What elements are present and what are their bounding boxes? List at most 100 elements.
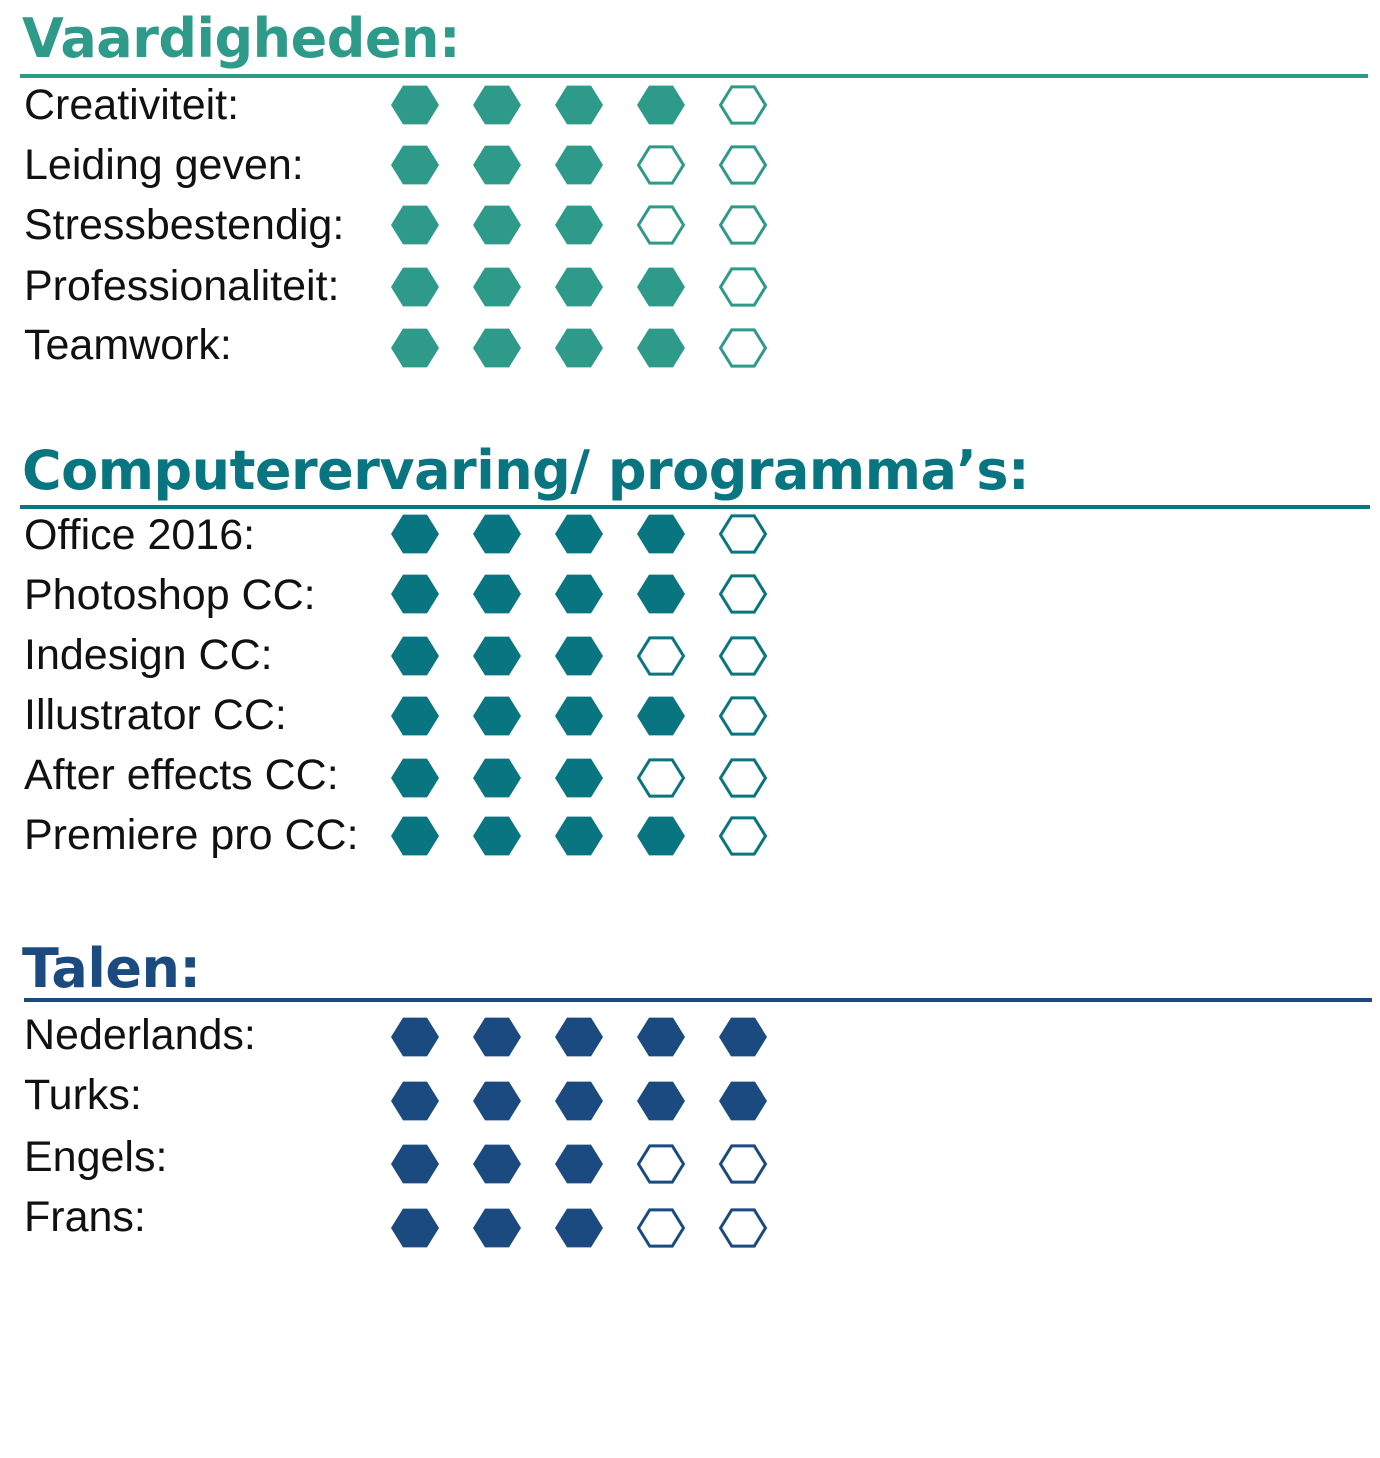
- skill-row: Engels:: [0, 1130, 1380, 1190]
- rating-hexagon-empty: [718, 85, 768, 125]
- skill-label: Teamwork:: [24, 321, 232, 369]
- rating-hexagon-filled: [555, 205, 603, 245]
- rating-hexagon-filled: [719, 1017, 767, 1057]
- rating-hexagon-filled: [555, 145, 603, 185]
- rating-hexagon-filled: [391, 1081, 439, 1121]
- rating-hexagon-filled: [555, 328, 603, 368]
- rating-hexagon-filled: [555, 1017, 603, 1057]
- rating-hexagon-empty: [718, 267, 768, 307]
- rating-hexagon-filled: [473, 1017, 521, 1057]
- rating-hexagons: [388, 81, 788, 135]
- rating-svg: [391, 696, 768, 736]
- rating-hexagon-filled: [391, 758, 439, 798]
- rating-hexagon-filled: [391, 574, 439, 614]
- skill-label: Office 2016:: [24, 511, 256, 559]
- skill-label: Indesign CC:: [24, 631, 273, 679]
- rating-hexagons: [388, 324, 788, 378]
- rating-hexagon-empty: [718, 145, 768, 185]
- rating-hexagon-filled: [555, 574, 603, 614]
- skill-row: Turks:: [0, 1068, 1380, 1128]
- rating-hexagon-empty: [718, 816, 768, 856]
- rating-hexagon-empty: [636, 205, 686, 245]
- rating-hexagon-filled: [637, 85, 685, 125]
- rating-hexagon-filled: [637, 696, 685, 736]
- section-divider: [20, 74, 1368, 78]
- rating-hexagon-empty: [636, 1208, 686, 1248]
- rating-hexagon-filled: [473, 205, 521, 245]
- skill-label: Premiere pro CC:: [24, 811, 359, 859]
- skill-row: Office 2016:: [0, 508, 1380, 568]
- rating-hexagons: [388, 812, 788, 866]
- rating-hexagon-filled: [555, 758, 603, 798]
- rating-hexagon-filled: [473, 816, 521, 856]
- rating-hexagon-filled: [555, 267, 603, 307]
- rating-svg: [391, 267, 768, 307]
- rating-hexagon-filled: [473, 636, 521, 676]
- rating-hexagons: [388, 201, 788, 255]
- rating-hexagon-filled: [637, 328, 685, 368]
- section-divider: [20, 505, 1370, 509]
- rating-hexagon-filled: [391, 816, 439, 856]
- rating-hexagon-filled: [555, 1208, 603, 1248]
- section-divider: [24, 998, 1372, 1002]
- rating-svg: [391, 1208, 768, 1248]
- rating-hexagon-filled: [391, 1144, 439, 1184]
- skill-label: After effects CC:: [24, 751, 339, 799]
- rating-hexagons: [388, 632, 788, 686]
- skill-row: Illustrator CC:: [0, 688, 1380, 748]
- skill-row: Teamwork:: [0, 318, 1380, 378]
- rating-hexagon-filled: [473, 85, 521, 125]
- rating-hexagon-filled: [473, 145, 521, 185]
- rating-hexagon-empty: [718, 205, 768, 245]
- rating-hexagon-filled: [391, 696, 439, 736]
- rating-hexagons: [388, 570, 788, 624]
- rating-svg: [391, 514, 768, 554]
- rating-hexagons: [388, 1077, 788, 1131]
- rating-hexagons: [388, 263, 788, 317]
- rating-hexagons: [388, 754, 788, 808]
- rating-hexagon-filled: [391, 328, 439, 368]
- rating-hexagon-empty: [718, 574, 768, 614]
- rating-svg: [391, 85, 768, 125]
- rating-hexagon-filled: [473, 758, 521, 798]
- section-title: Vaardigheden:: [22, 7, 461, 70]
- rating-hexagon-empty: [718, 1208, 768, 1248]
- rating-hexagon-filled: [473, 696, 521, 736]
- skill-row: Leiding geven:: [0, 138, 1380, 198]
- skill-row: Nederlands:: [0, 1008, 1380, 1068]
- section-title: Computerervaring/ programma’s:: [22, 439, 1030, 502]
- rating-hexagon-filled: [637, 267, 685, 307]
- rating-hexagon-filled: [719, 1081, 767, 1121]
- rating-hexagons: [388, 141, 788, 195]
- rating-hexagon-empty: [718, 758, 768, 798]
- skill-label: Engels:: [24, 1133, 168, 1181]
- rating-hexagon-filled: [391, 145, 439, 185]
- skill-row: Creativiteit:: [0, 78, 1380, 138]
- rating-hexagon-empty: [636, 145, 686, 185]
- skill-label: Creativiteit:: [24, 81, 240, 129]
- skill-label: Frans:: [24, 1193, 146, 1241]
- rating-hexagon-empty: [636, 1144, 686, 1184]
- skill-row: After effects CC:: [0, 748, 1380, 808]
- rating-svg: [391, 758, 768, 798]
- skill-label: Turks:: [24, 1071, 142, 1119]
- skill-row: Professionaliteit:: [0, 259, 1380, 319]
- rating-hexagons: [388, 1140, 788, 1194]
- rating-hexagon-filled: [473, 1144, 521, 1184]
- rating-hexagon-filled: [555, 696, 603, 736]
- rating-hexagon-filled: [555, 85, 603, 125]
- rating-svg: [391, 1017, 767, 1057]
- rating-hexagon-filled: [391, 267, 439, 307]
- skill-row: Indesign CC:: [0, 628, 1380, 688]
- rating-hexagon-filled: [473, 1208, 521, 1248]
- rating-svg: [391, 205, 768, 245]
- rating-svg: [391, 574, 768, 614]
- rating-hexagon-filled: [637, 1017, 685, 1057]
- skill-label: Stressbestendig:: [24, 201, 345, 249]
- rating-hexagon-empty: [718, 328, 768, 368]
- rating-hexagon-filled: [473, 328, 521, 368]
- skill-row: Frans:: [0, 1190, 1380, 1250]
- rating-hexagon-empty: [718, 514, 768, 554]
- skill-row: Photoshop CC:: [0, 568, 1380, 628]
- rating-hexagon-filled: [555, 636, 603, 676]
